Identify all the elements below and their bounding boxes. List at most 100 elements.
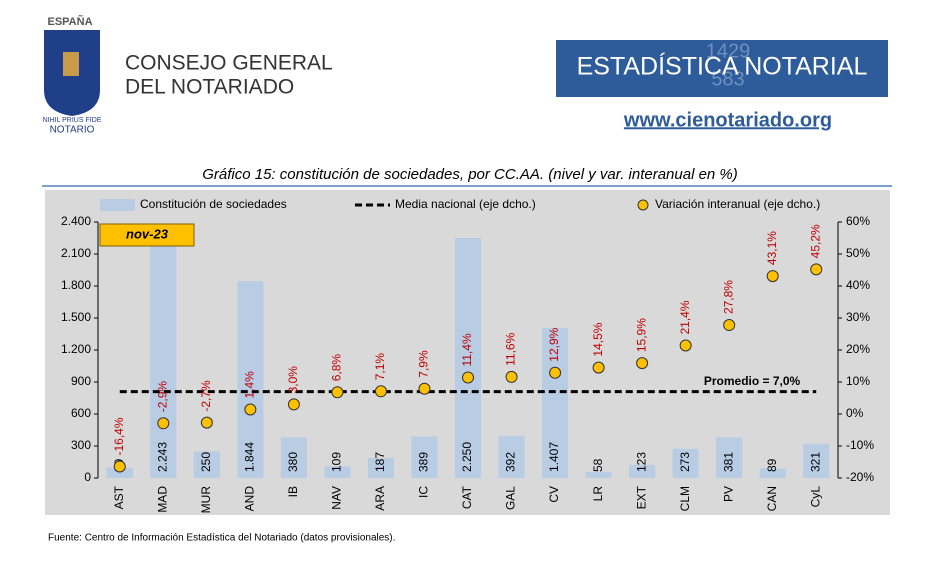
brand: ESTADÍSTICA NOTARIAL (577, 52, 868, 81)
bar-value-label: 380 (286, 452, 300, 472)
bar (585, 471, 612, 478)
point-label: -16,4% (112, 417, 126, 455)
bar-value-label: 321 (808, 452, 822, 472)
y-tick-label: 600 (71, 406, 91, 420)
bar (237, 281, 264, 478)
bar-value-label: 109 (330, 452, 344, 472)
point (113, 460, 126, 473)
bar (542, 327, 569, 478)
y-tick-label: 1.200 (61, 342, 91, 356)
point-label: 15,9% (634, 318, 648, 352)
bar (454, 238, 482, 478)
brand-box (556, 40, 888, 97)
x-tick-label: EXT (634, 485, 648, 509)
x-tick-label: CLM (678, 486, 692, 511)
y2-tick-label: 0% (846, 406, 864, 420)
y2-tick-label: 10% (846, 374, 870, 388)
bar (324, 466, 351, 478)
point (287, 398, 300, 411)
brand-digits: 1429 (706, 40, 751, 62)
bar-value-label: 273 (678, 452, 692, 472)
y2-tick-label: 30% (846, 310, 870, 324)
y-tick-label: 0 (84, 470, 91, 484)
point (505, 370, 518, 383)
book (63, 52, 79, 76)
y-tick-label: 1.800 (61, 278, 91, 292)
motto: NIHIL PRIUS FIDE (43, 117, 102, 124)
point (810, 263, 823, 276)
y-tick-label: 2.100 (61, 246, 91, 260)
y-tick-label: 300 (71, 438, 91, 452)
legend-label: Variación interanual (eje dcho.) (655, 197, 820, 211)
point-label: 7,1% (373, 353, 387, 381)
x-tick-label: MAD (155, 486, 169, 513)
point-label: 14,5% (591, 322, 605, 356)
url[interactable]: www.cienotariado.org (623, 109, 832, 131)
bar-value-label: 58 (591, 458, 605, 472)
point-label: 11,6% (504, 332, 518, 365)
x-tick-label: AND (243, 486, 257, 512)
x-tick-label: ARA (373, 486, 387, 511)
brand-digits: 583 (711, 68, 744, 90)
org-name: CONSEJO GENERAL (125, 52, 333, 75)
x-tick-label: CyL (808, 486, 822, 508)
average-label: Promedio = 7,0% (704, 374, 801, 388)
notario: NOTARIO (50, 125, 95, 136)
point-label: 45,2% (808, 224, 822, 258)
bar-value-label: 389 (417, 452, 431, 472)
bar (498, 436, 525, 478)
bar (280, 437, 307, 478)
bar (716, 437, 743, 478)
bar-value-label: 1.407 (547, 442, 561, 472)
point-label: 27,8% (721, 280, 735, 314)
bar-value-label: 89 (765, 458, 779, 472)
annotation: nov-23 (126, 226, 169, 241)
point (374, 385, 387, 398)
point-label: 3,0% (286, 366, 300, 394)
bar-value-label: 2.243 (155, 442, 169, 472)
point (592, 361, 605, 374)
org-name: DEL NOTARIADO (125, 76, 294, 99)
y2-tick-label: 60% (846, 214, 870, 228)
bar (672, 448, 699, 478)
bar-value-label: 250 (199, 452, 213, 472)
point-label: 43,1% (765, 231, 779, 265)
country: ESPAÑA (47, 15, 92, 28)
legend-label: Media nacional (eje dcho.) (395, 197, 536, 211)
x-tick-label: IC (417, 486, 431, 498)
point (549, 366, 562, 379)
x-tick-label: CAT (460, 485, 474, 509)
point-label: 11,4% (460, 333, 474, 366)
source: Fuente: Centro de Información Estadístic… (48, 533, 395, 544)
y2-tick-label: 40% (846, 278, 870, 292)
chart-title: Gráfico 15: constitución de sociedades, … (202, 166, 738, 183)
point-label: 12,9% (547, 327, 561, 361)
bar-value-label: 2.250 (460, 442, 474, 472)
y-tick-label: 1.500 (61, 310, 91, 324)
point (462, 371, 474, 384)
legend-swatch (100, 199, 135, 211)
point-label: -2,9% (155, 381, 169, 413)
y2-tick-label: 50% (846, 246, 870, 260)
bar (629, 464, 656, 478)
y2-tick-label: -20% (846, 470, 874, 484)
bar-value-label: 1.844 (243, 442, 257, 472)
y-tick-label: 900 (71, 374, 91, 388)
point (418, 382, 431, 395)
point (200, 416, 213, 429)
bar (759, 468, 786, 478)
point-label: -2,7% (199, 380, 213, 412)
chart: 0 300 600 900 1.200 1.500 1.800 2.100 2.400 -20% -… (61, 197, 874, 513)
bar (106, 467, 133, 478)
bar (150, 238, 177, 478)
x-tick-label: CAN (765, 486, 779, 511)
point (636, 357, 649, 370)
x-tick-label: NAV (330, 486, 344, 510)
point-label: 21,4% (678, 300, 692, 334)
x-tick-label: PV (721, 486, 735, 502)
bar-value-label: 381 (721, 452, 735, 472)
bar-value-label: 123 (634, 452, 648, 472)
x-tick-label: MUR (199, 486, 213, 514)
